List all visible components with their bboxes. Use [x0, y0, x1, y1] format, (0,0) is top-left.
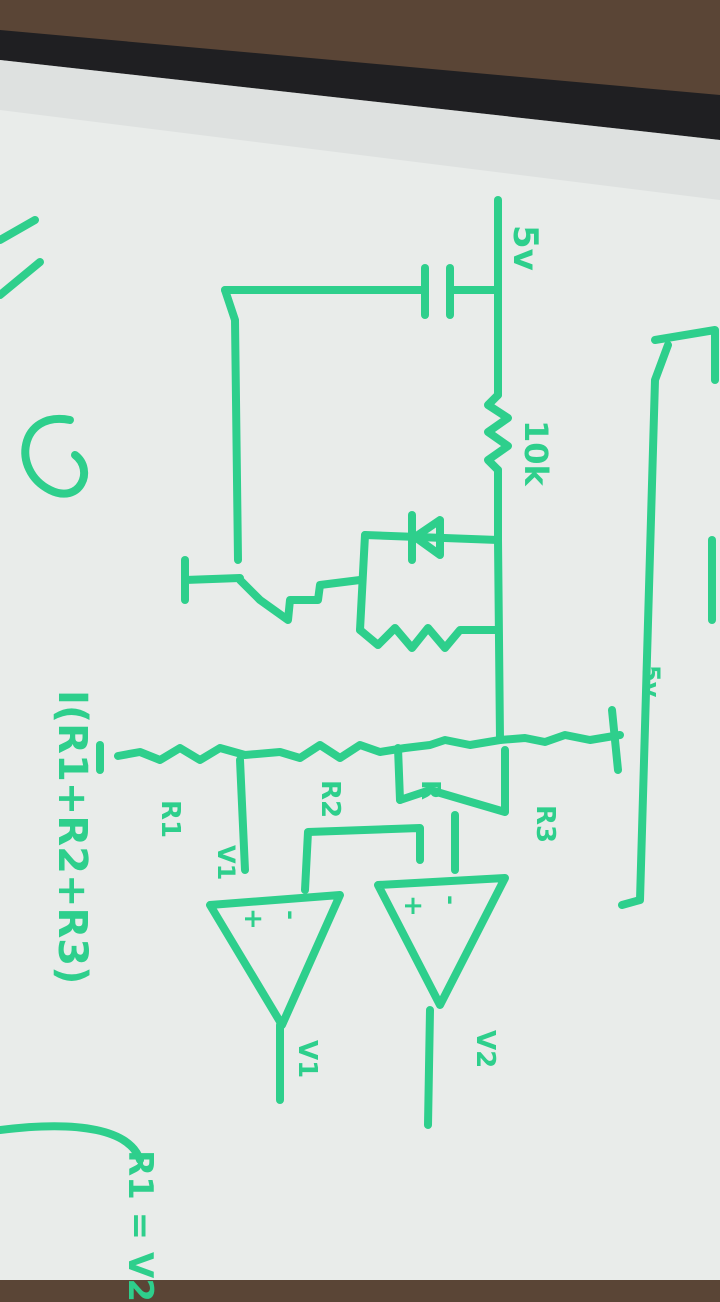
- transistor: [236, 576, 364, 624]
- drop-amp1: [236, 756, 249, 874]
- drop-r: [394, 744, 404, 804]
- resistor-10k: [484, 391, 512, 474]
- parallel-resistor: [356, 624, 502, 652]
- opamp-1: [206, 891, 344, 1029]
- bottom-curve: [0, 1122, 144, 1164]
- board-shadow: [0, 60, 720, 200]
- link-amps: [301, 824, 424, 894]
- right-edge-mark: [651, 326, 719, 384]
- left-stroke-top: [0, 216, 39, 244]
- resistor-chain: [114, 736, 504, 764]
- left-circle: [21, 414, 89, 498]
- ground-lead: [181, 574, 244, 584]
- rail-to-node: [494, 536, 504, 744]
- opamp-2: [374, 874, 509, 1009]
- cap-return-down: [221, 286, 242, 564]
- whiteboard: [0, 60, 720, 1280]
- feedback: [396, 746, 509, 816]
- diode-top: [361, 531, 502, 544]
- right-branch: [496, 731, 624, 746]
- right-long-line: [618, 341, 672, 909]
- diode-triangle: [411, 516, 444, 559]
- right-switch: [608, 706, 622, 774]
- left-stroke-2: [0, 258, 44, 299]
- circuit-diagram: [0, 196, 719, 1164]
- opamp-2-out: [424, 1006, 434, 1129]
